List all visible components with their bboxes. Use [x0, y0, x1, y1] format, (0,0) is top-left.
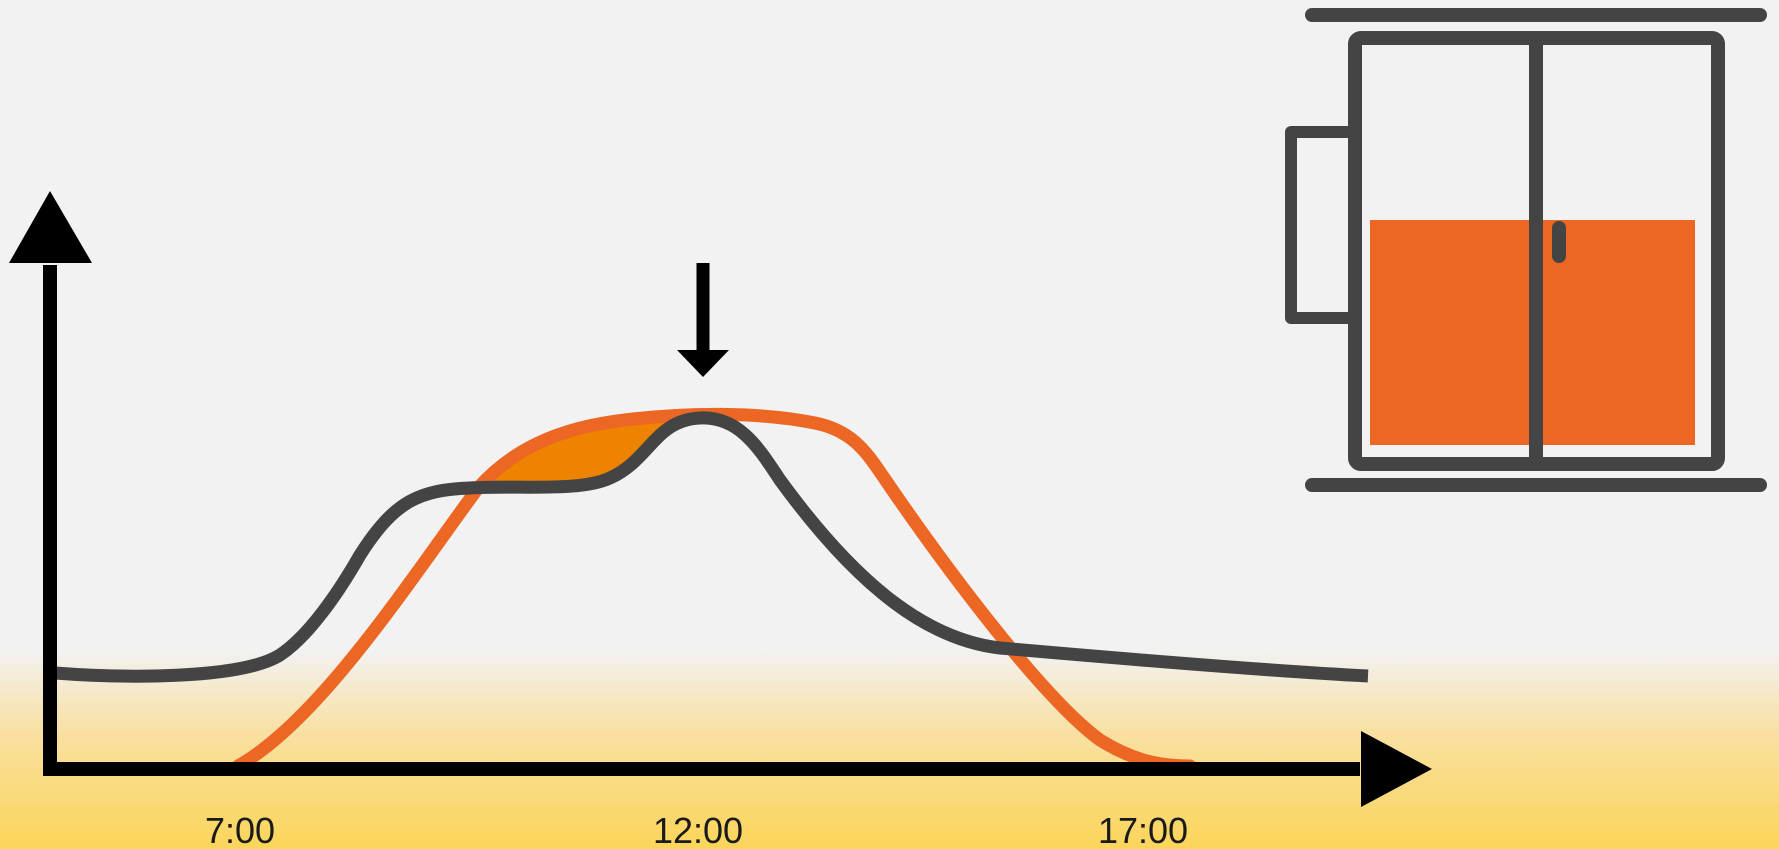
dark-curve — [54, 411, 1369, 683]
orange-curve — [231, 407, 1197, 773]
x-tick-label: 12:00 — [653, 810, 743, 849]
overlap-area — [478, 417, 700, 488]
x-tick-label: 7:00 — [205, 810, 275, 849]
x-tick-label: 17:00 — [1098, 810, 1188, 849]
down-arrow-icon — [677, 263, 729, 377]
x-axis-arrowhead — [1361, 731, 1432, 807]
y-axis-arrowhead — [9, 191, 92, 263]
sliding-window-icon — [1285, 8, 1767, 492]
